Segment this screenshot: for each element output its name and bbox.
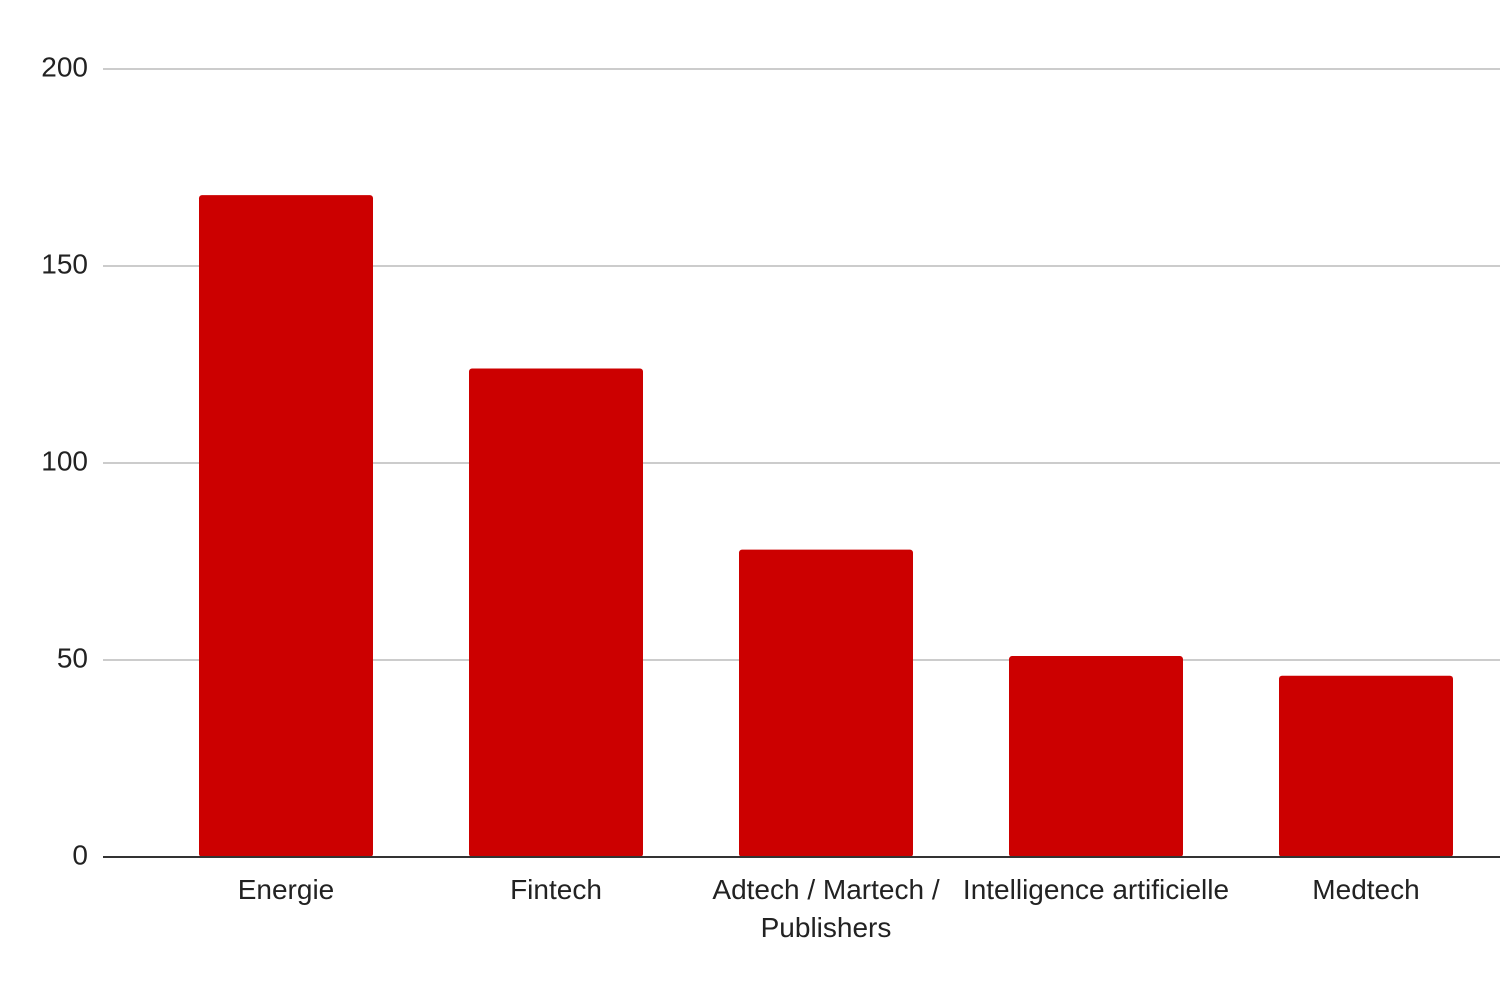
bar [1009,656,1183,857]
bar [739,549,913,857]
x-tick-label: Fintech [510,874,602,905]
y-tick-label: 150 [41,248,88,279]
y-tick-label: 100 [41,445,88,476]
y-tick-label: 0 [72,839,88,870]
x-tick-label: Intelligence artificielle [962,874,1230,905]
bar [1279,675,1453,857]
bar [469,368,643,857]
x-tick-label: Medtech [1312,874,1420,905]
x-tick-label: Adtech / Martech / Publishers [712,874,940,943]
x-tick-label: Energie [237,874,335,905]
bar [199,195,373,857]
y-tick-label: 50 [57,642,88,673]
y-tick-label: 200 [41,51,88,82]
